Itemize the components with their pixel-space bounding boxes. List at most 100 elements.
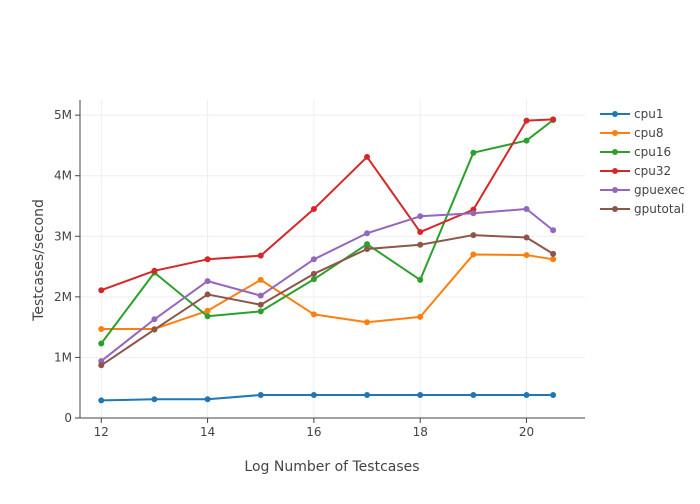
data-point-gpuexec[interactable] (364, 230, 371, 237)
data-point-gputotal[interactable] (550, 250, 557, 257)
data-point-cpu1[interactable] (204, 396, 211, 403)
data-point-cpu1[interactable] (151, 396, 158, 403)
data-point-gpuexec[interactable] (204, 278, 211, 285)
data-point-gpuexec[interactable] (98, 358, 105, 365)
y-axis-title: Testcases/second (31, 199, 47, 322)
data-point-cpu1[interactable] (417, 391, 424, 398)
data-point-gpuexec[interactable] (151, 316, 158, 323)
data-point-gpuexec[interactable] (417, 213, 424, 220)
data-point-cpu16[interactable] (470, 149, 477, 156)
grid (80, 100, 585, 418)
data-point-cpu8[interactable] (98, 325, 105, 332)
legend-swatch-marker (612, 206, 618, 212)
data-point-cpu8[interactable] (550, 256, 557, 263)
x-axis-title: Log Number of Testcases (244, 459, 419, 475)
series-line-cpu1 (101, 393, 554, 402)
legend-label: cpu1 (634, 107, 663, 121)
data-point-cpu32[interactable] (310, 206, 317, 213)
data-point-gpuexec[interactable] (523, 206, 530, 213)
data-point-cpu32[interactable] (204, 256, 211, 263)
data-point-cpu8[interactable] (417, 313, 424, 320)
series-line-gputotal (100, 234, 554, 367)
legend-swatch-marker (612, 168, 618, 174)
y-tick-label: 2M (54, 290, 72, 304)
data-point-cpu1[interactable] (98, 397, 105, 404)
series-line-cpu32 (100, 118, 554, 292)
series-line-gpuexec (100, 208, 554, 362)
data-point-cpu8[interactable] (204, 307, 211, 314)
data-point-gpuexec[interactable] (257, 292, 264, 299)
series-line-cpu8 (101, 253, 554, 330)
data-point-cpu16[interactable] (364, 241, 371, 248)
data-point-cpu16[interactable] (417, 276, 424, 283)
series-cpu16 (98, 116, 557, 347)
series-cpu8 (98, 251, 557, 332)
legend-swatch-marker (612, 187, 618, 193)
data-point-cpu16[interactable] (98, 340, 105, 347)
data-point-gputotal[interactable] (204, 291, 211, 298)
legend-item-cpu8[interactable]: cpu8 (600, 126, 663, 140)
data-point-cpu8[interactable] (364, 319, 371, 326)
data-point-cpu16[interactable] (257, 308, 264, 315)
data-point-gputotal[interactable] (417, 241, 424, 248)
legend-label: gputotal (634, 202, 684, 216)
data-point-cpu8[interactable] (310, 311, 317, 318)
legend-label: cpu32 (634, 164, 671, 178)
data-point-cpu1[interactable] (470, 391, 477, 398)
data-point-gpuexec[interactable] (550, 227, 557, 234)
data-point-gpuexec[interactable] (310, 256, 317, 263)
y-tick-label: 0 (64, 411, 72, 425)
data-point-gputotal[interactable] (364, 246, 371, 253)
data-point-cpu16[interactable] (523, 137, 530, 144)
legend-item-cpu32[interactable]: cpu32 (600, 164, 671, 178)
data-point-cpu8[interactable] (257, 276, 264, 283)
legend-label: cpu8 (634, 126, 663, 140)
legend-label: gpuexec (634, 183, 685, 197)
data-point-cpu8[interactable] (523, 252, 530, 259)
series-gpuexec (98, 206, 557, 365)
x-tick-label: 12 (94, 425, 109, 439)
x-tick-label: 18 (413, 425, 428, 439)
y-tick-label: 3M (54, 229, 72, 243)
data-point-cpu32[interactable] (417, 229, 424, 236)
legend-item-gputotal[interactable]: gputotal (600, 202, 684, 216)
x-tick-label: 14 (200, 425, 215, 439)
data-point-cpu1[interactable] (364, 391, 371, 398)
data-point-gpuexec[interactable] (470, 210, 477, 217)
data-point-gputotal[interactable] (151, 326, 158, 333)
data-point-cpu1[interactable] (523, 391, 530, 398)
data-point-gputotal[interactable] (310, 270, 317, 277)
legend-label: cpu16 (634, 145, 671, 159)
legend-item-cpu1[interactable]: cpu1 (600, 107, 663, 121)
series-gputotal (98, 232, 557, 369)
data-point-gputotal[interactable] (470, 232, 477, 239)
data-point-cpu32[interactable] (98, 287, 105, 294)
series-cpu1 (98, 391, 557, 404)
data-point-cpu16[interactable] (310, 276, 317, 283)
data-point-cpu32[interactable] (151, 267, 158, 274)
series-lines (98, 116, 557, 404)
legend-item-gpuexec[interactable]: gpuexec (600, 183, 685, 197)
data-point-cpu1[interactable] (550, 391, 557, 398)
data-point-cpu8[interactable] (470, 251, 477, 258)
legend-swatch-marker (612, 111, 618, 117)
data-point-gputotal[interactable] (98, 362, 105, 369)
legend-item-cpu16[interactable]: cpu16 (600, 145, 671, 159)
y-tick-label: 5M (54, 108, 72, 122)
data-point-gputotal[interactable] (523, 234, 530, 241)
data-point-cpu16[interactable] (204, 313, 211, 320)
data-point-cpu32[interactable] (550, 116, 557, 123)
legend: cpu1 cpu8 cpu16 cpu32 gpuexec gputotal (600, 107, 685, 216)
x-tick-label: 16 (306, 425, 321, 439)
data-point-cpu1[interactable] (257, 391, 264, 398)
axes: 12 14 16 18 20 0 1M 2M 3M 4M 5M (54, 100, 585, 439)
data-point-cpu32[interactable] (523, 117, 530, 124)
data-point-cpu32[interactable] (364, 153, 371, 160)
legend-swatch-marker (612, 149, 618, 155)
data-point-cpu1[interactable] (310, 391, 317, 398)
y-tick-label: 4M (54, 169, 72, 183)
data-point-gputotal[interactable] (257, 301, 264, 308)
data-point-cpu32[interactable] (257, 252, 264, 259)
